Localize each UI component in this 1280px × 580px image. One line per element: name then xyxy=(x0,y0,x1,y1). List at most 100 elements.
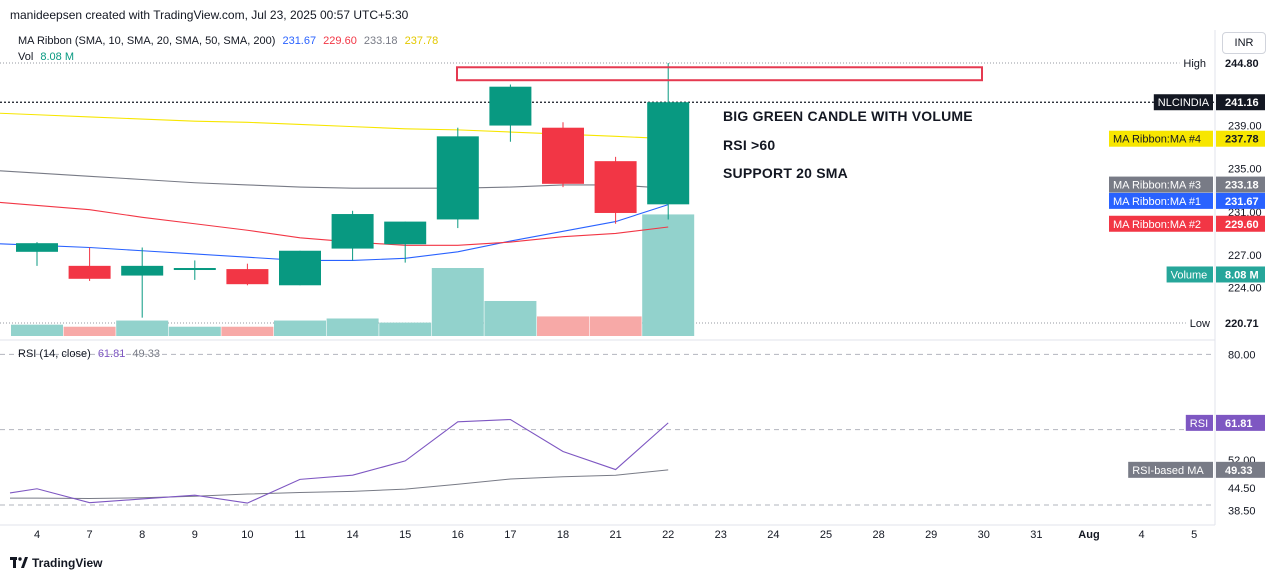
time-tick-label: 4 xyxy=(34,529,40,541)
time-tick-label: 24 xyxy=(767,529,779,541)
rsi-ma-value: 49.33 xyxy=(1225,465,1253,477)
time-tick-label: 16 xyxy=(452,529,464,541)
candle-body xyxy=(489,86,532,126)
ma-ribbon-legend[interactable]: MA Ribbon (SMA, 10, SMA, 20, SMA, 50, SM… xyxy=(18,35,442,47)
candle-body xyxy=(68,265,111,279)
ma2-value: 229.60 xyxy=(323,35,357,47)
high-text: High xyxy=(1183,58,1206,70)
footer-brand-text: TradingView xyxy=(32,556,103,570)
ma4-tag xyxy=(1109,130,1213,147)
symbol-text: NLCINDIA xyxy=(1158,97,1210,109)
vol-value: 8.08 M xyxy=(40,51,74,63)
ma20-line xyxy=(0,201,669,246)
symbol-value-box xyxy=(1216,94,1265,111)
rsi-ma-legend-value: 49.33 xyxy=(132,348,160,360)
candle-body xyxy=(647,102,690,205)
volume-bar xyxy=(431,268,484,336)
high-tag xyxy=(1179,54,1213,71)
rsi-line xyxy=(9,418,669,504)
highlight-box xyxy=(456,66,983,82)
ma4-value: 237.78 xyxy=(404,35,439,47)
ma1-value: 231.67 xyxy=(282,35,317,47)
ma2-value-box xyxy=(1216,215,1265,232)
time-tick-label: 17 xyxy=(504,529,516,541)
annotation-line-3: SUPPORT 20 SMA xyxy=(723,165,848,181)
price-tick-label: 224.00 xyxy=(1228,282,1262,294)
rsi-ma-text: RSI-based MA xyxy=(1132,465,1204,477)
rsi-ma-value-box xyxy=(1216,461,1265,478)
time-tick-label: 25 xyxy=(820,529,832,541)
volume-bar xyxy=(484,300,537,336)
volume-bar xyxy=(11,324,63,336)
candle-body xyxy=(173,268,216,271)
rsi-tick-label: 80.00 xyxy=(1228,349,1256,361)
low-value-box xyxy=(1216,314,1265,331)
ma3-tag xyxy=(1109,176,1213,193)
rsi-tag xyxy=(1185,414,1213,431)
volume-bar xyxy=(221,326,274,336)
rsi-legend[interactable]: RSI (14, close) 61.81 49.33 xyxy=(18,348,164,360)
time-tick-label: 21 xyxy=(609,529,621,541)
time-tick-label: 23 xyxy=(715,529,727,541)
time-tick-label: 31 xyxy=(1030,529,1042,541)
time-tick-label: 14 xyxy=(346,529,358,541)
ma3-value: 233.18 xyxy=(363,35,398,47)
price-tick-label: 235.00 xyxy=(1228,164,1262,176)
volume-bar xyxy=(116,320,169,336)
annotation-line-1: BIG GREEN CANDLE WITH VOLUME xyxy=(723,108,973,124)
candle-body xyxy=(121,265,164,276)
ma3-value-box xyxy=(1216,176,1265,193)
ma10-line xyxy=(0,204,669,262)
ma1-text: MA Ribbon:MA #1 xyxy=(1113,196,1201,208)
time-tick-label: 15 xyxy=(399,529,411,541)
ma1-tag xyxy=(1109,192,1213,209)
ma2-text: MA Ribbon:MA #2 xyxy=(1113,219,1201,231)
ma-ribbon-label: MA Ribbon (SMA, 10, SMA, 20, SMA, 50, SM… xyxy=(18,35,276,47)
volume-tag xyxy=(1166,266,1213,283)
candle-body xyxy=(542,127,584,184)
attribution-text: manideepsen created with TradingView.com… xyxy=(10,8,409,22)
volume-bar xyxy=(168,326,221,336)
low-value: 220.71 xyxy=(1225,318,1259,330)
volume-bar xyxy=(589,316,642,336)
currency-button[interactable]: INR xyxy=(1222,32,1266,54)
volume-bar xyxy=(379,322,432,336)
low-tag xyxy=(1185,314,1213,331)
rsi-legend-value: 61.81 xyxy=(97,348,126,360)
price-tick-label: 239.00 xyxy=(1228,121,1262,133)
rsi-tick-label: 44.50 xyxy=(1228,483,1256,495)
time-tick-label: Aug xyxy=(1078,529,1099,541)
rsi-value: 61.81 xyxy=(1225,418,1253,430)
ma3-text: MA Ribbon:MA #3 xyxy=(1113,180,1201,192)
volume-bar xyxy=(63,326,116,336)
ma4-text: MA Ribbon:MA #4 xyxy=(1113,134,1201,146)
candle-body xyxy=(16,243,58,252)
time-tick-label: 30 xyxy=(978,529,990,541)
candle-body xyxy=(331,214,374,249)
time-tick-label: 4 xyxy=(1139,529,1145,541)
rsi-label: RSI (14, close) xyxy=(18,348,91,360)
candle-body xyxy=(384,221,427,245)
time-tick-label: 7 xyxy=(87,529,93,541)
volume-bar xyxy=(642,214,695,336)
volume-legend[interactable]: Vol 8.08 M xyxy=(18,51,78,63)
tradingview-logo-icon xyxy=(10,557,28,568)
symbol-tag xyxy=(1153,94,1213,111)
ma50-line xyxy=(0,170,669,189)
candle-body xyxy=(226,269,269,285)
rsi-ma-tag xyxy=(1128,461,1213,478)
symbol-value: 241.16 xyxy=(1225,97,1259,109)
high-value-box xyxy=(1216,54,1265,71)
time-tick-label: 8 xyxy=(139,529,145,541)
time-tick-label: 11 xyxy=(294,529,305,541)
ma4-value-box xyxy=(1216,130,1265,147)
annotation-line-2: RSI >60 xyxy=(723,137,776,153)
time-tick-label: 9 xyxy=(192,529,198,541)
candle-body xyxy=(436,136,479,220)
candle-body xyxy=(279,250,321,286)
volume-bar xyxy=(537,316,589,336)
ma1-value-box xyxy=(1216,192,1265,209)
vol-label: Vol xyxy=(18,51,34,63)
ma3-value: 233.18 xyxy=(1225,180,1259,192)
